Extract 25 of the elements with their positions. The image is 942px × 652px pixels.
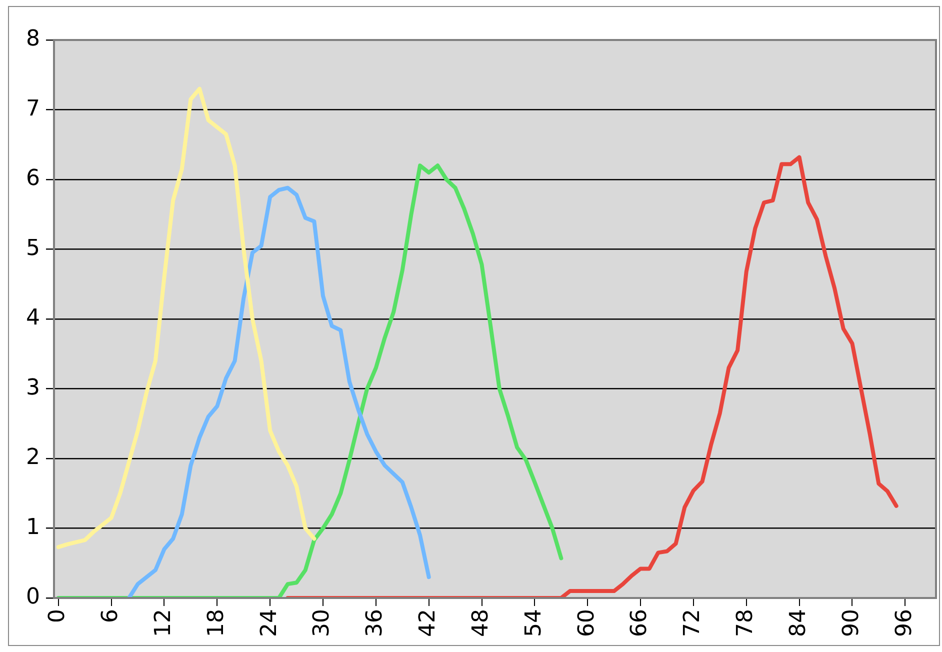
x-tick-label: 78 <box>733 609 758 638</box>
x-tick-label: 18 <box>204 609 229 638</box>
y-tick-label: 5 <box>26 236 40 261</box>
x-tick-label: 42 <box>416 609 441 638</box>
x-tick-label: 0 <box>45 609 70 624</box>
x-tick-label: 60 <box>574 609 600 638</box>
x-tick-label: 30 <box>310 609 335 638</box>
y-tick-label: 1 <box>26 514 40 540</box>
x-tick-label: 66 <box>627 609 652 638</box>
x-tick-label: 48 <box>468 609 494 638</box>
y-tick-label: 2 <box>26 445 40 470</box>
x-tick-label: 6 <box>98 609 124 624</box>
x-tick-label: 84 <box>786 609 812 638</box>
x-tick-label: 72 <box>680 609 706 638</box>
y-tick-label: 4 <box>26 306 40 331</box>
x-tick-label: 36 <box>362 609 388 638</box>
x-tick-label: 96 <box>892 609 917 638</box>
y-tick-label: 8 <box>26 26 40 52</box>
x-tick-label: 24 <box>256 609 282 638</box>
x-tick-label: 54 <box>521 609 546 638</box>
y-tick-label: 3 <box>26 375 40 400</box>
x-tick-label: 90 <box>838 609 864 638</box>
y-tick-label: 7 <box>26 96 40 122</box>
x-tick-label: 12 <box>150 609 176 638</box>
y-tick-label: 6 <box>26 166 40 192</box>
